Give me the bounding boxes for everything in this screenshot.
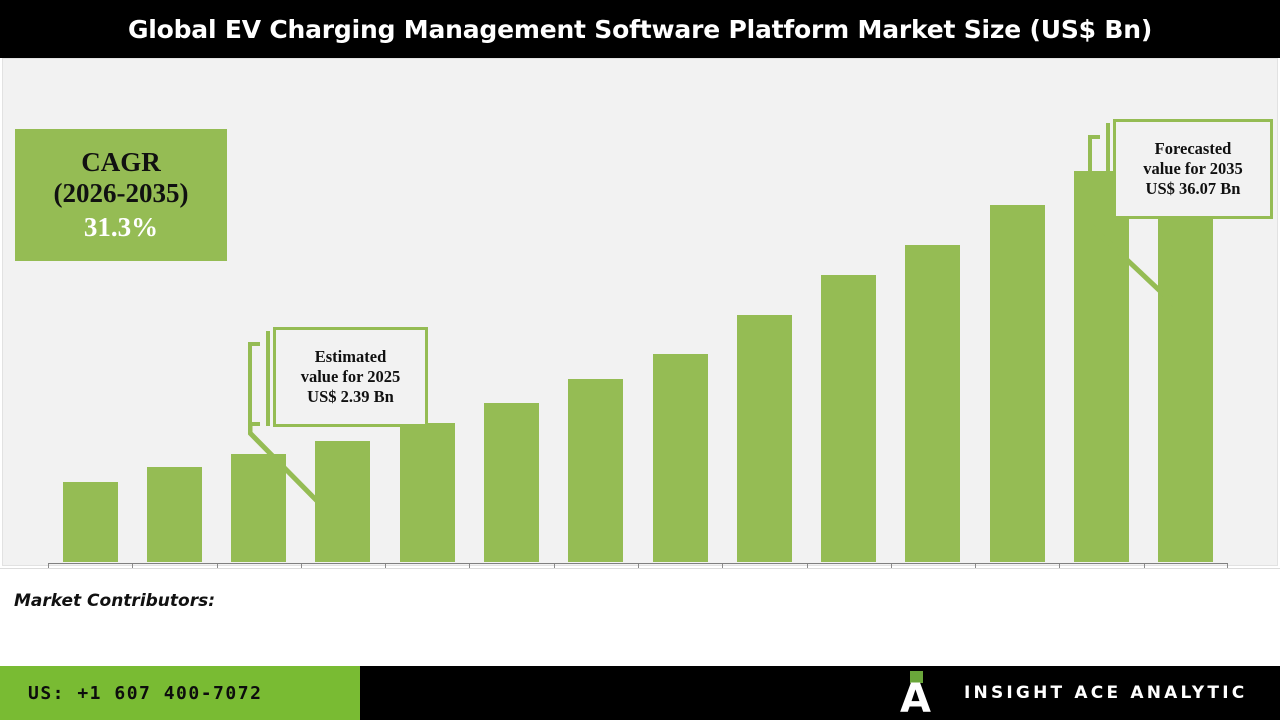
bar-slot <box>554 119 638 562</box>
x-axis-line <box>48 563 1228 564</box>
bar-slot <box>638 119 722 562</box>
callout2-bracket-bottom <box>1088 214 1100 218</box>
bar-slot <box>301 119 385 562</box>
callout-forecasted-box: Forecasted value for 2035 US$ 36.07 Bn <box>1113 119 1273 219</box>
x-tick <box>1143 564 1229 571</box>
cagr-label: CAGR <box>81 147 161 178</box>
logo-green-square <box>910 671 923 683</box>
x-tick <box>975 564 1059 571</box>
logo-letter-a: A <box>900 676 931 720</box>
callout-bracket-inner <box>266 331 270 426</box>
cagr-value: 31.3% <box>83 211 159 242</box>
x-tick <box>722 564 806 571</box>
bar-2022[interactable] <box>62 481 118 562</box>
chart-panel: CAGR (2026-2035) 31.3% 2022 (A)2023 (A)2… <box>2 58 1278 593</box>
callout-estimated-line3: US$ 2.39 Bn <box>307 386 394 406</box>
x-tick <box>132 564 216 571</box>
callout-forecasted-line2: value for 2035 <box>1143 159 1243 179</box>
bar-2031[interactable] <box>821 274 877 562</box>
title-bar: Global EV Charging Management Software P… <box>0 0 1280 58</box>
bar-2032[interactable] <box>905 244 961 562</box>
callout-bracket-top <box>248 342 260 346</box>
callout2-bracket-inner <box>1106 123 1110 218</box>
callout-estimated-line1: Estimated <box>314 347 387 367</box>
bar-slot <box>891 119 975 562</box>
x-tick <box>553 564 638 571</box>
footer-brand-name: INSIGHT ACE ANALYTIC <box>964 683 1248 703</box>
callout2-bracket-top <box>1088 135 1100 139</box>
footer-brand: A INSIGHT ACE ANALYTIC <box>900 666 1247 720</box>
callout-leader-line <box>248 423 325 509</box>
callout-bracket-bottom <box>248 422 260 426</box>
x-tick <box>48 564 132 571</box>
bar-2028[interactable] <box>568 379 624 562</box>
x-tick <box>1059 564 1143 571</box>
x-tick <box>637 564 722 571</box>
callout-forecasted-line1: Forecasted <box>1154 139 1232 159</box>
callout2-leader-line <box>1088 215 1178 308</box>
bar-2026[interactable] <box>399 423 455 562</box>
x-tick <box>385 564 469 571</box>
bar-slot <box>217 119 301 562</box>
page-title: Global EV Charging Management Software P… <box>127 14 1153 44</box>
bar-2029[interactable] <box>652 353 708 562</box>
callout-estimated-line2: value for 2025 <box>300 367 401 387</box>
x-tick <box>216 564 301 571</box>
x-tick <box>469 564 553 571</box>
bar-slot <box>48 119 132 562</box>
bar-2027[interactable] <box>484 402 540 562</box>
insightace-logo-icon: A <box>900 671 940 720</box>
bar-slot <box>722 119 806 562</box>
cagr-period: (2026-2035) <box>53 178 189 209</box>
bar-slot <box>385 119 469 562</box>
x-tick <box>806 564 891 571</box>
x-tick <box>890 564 975 571</box>
x-axis-ticks <box>48 564 1229 571</box>
bar-slot <box>132 119 216 562</box>
callout-forecasted-line3: US$ 36.07 Bn <box>1145 178 1241 198</box>
footer-phone: US: +1 607 400-7072 <box>28 682 263 704</box>
bar-2024[interactable] <box>231 454 287 562</box>
bar-2025[interactable] <box>315 441 371 562</box>
bar-2030[interactable] <box>736 314 792 562</box>
cagr-box: CAGR (2026-2035) 31.3% <box>15 129 227 261</box>
footer-contact-block: US: +1 607 400-7072 <box>0 666 360 720</box>
callout2-bracket-outer <box>1088 135 1092 218</box>
bar-2033[interactable] <box>989 204 1045 562</box>
bar-series <box>48 119 1228 562</box>
contributors-label: Market Contributors: <box>14 591 216 611</box>
footer-bar: US: +1 607 400-7072 A INSIGHT ACE ANALYT… <box>0 666 1280 720</box>
x-tick <box>300 564 385 571</box>
bar-2023[interactable] <box>146 467 202 562</box>
plot-area <box>48 119 1229 571</box>
bar-slot <box>975 119 1059 562</box>
callout-bracket-outer <box>248 342 252 426</box>
market-contributors-strip: Market Contributors: ⚡ AMPECO ETREL drii… <box>0 568 1280 668</box>
bar-slot <box>807 119 891 562</box>
callout-estimated-box: Estimated value for 2025 US$ 2.39 Bn <box>273 327 428 427</box>
bar-slot <box>469 119 553 562</box>
